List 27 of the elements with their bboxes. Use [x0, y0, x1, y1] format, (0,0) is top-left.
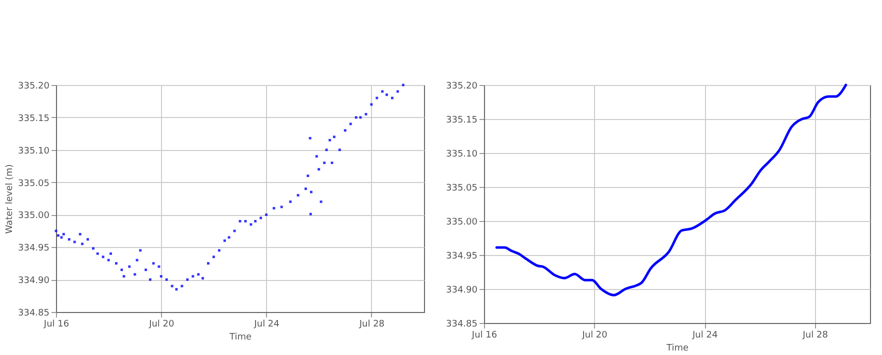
y-tick-label: 335.15 — [18, 114, 50, 124]
y-tick-label: 335.15 — [446, 116, 478, 126]
x-tick-label: Jul 16 — [42, 320, 70, 330]
x-tick-label: Jul 28 — [358, 320, 385, 330]
x-axis-title: Time — [228, 332, 252, 342]
y-tick-label: 335.00 — [18, 211, 50, 222]
y-tick-label: 335.00 — [446, 218, 478, 228]
x-tick-label: Jul 16 — [470, 330, 498, 340]
y-tick-label: 335.10 — [18, 146, 50, 156]
y-tick-label: 334.90 — [18, 276, 50, 286]
x-tick-label: Jul 24 — [253, 320, 280, 330]
x-tick-label: Jul 20 — [148, 320, 175, 330]
y-tick-label: 334.90 — [446, 286, 478, 296]
x-tick-label: Jul 24 — [691, 330, 718, 340]
x-tick-label: Jul 28 — [802, 330, 828, 340]
y-tick-label: 335.05 — [446, 184, 478, 194]
x-tick-label: Jul 20 — [581, 330, 608, 340]
y-tick-label: 335.10 — [446, 150, 478, 160]
y-tick-label: 334.85 — [18, 308, 50, 318]
y-tick-label: 334.85 — [446, 320, 478, 330]
y-tick-label: 334.95 — [18, 244, 50, 254]
y-axis-title: Water level (m) — [5, 164, 16, 234]
y-tick-label: 335.05 — [18, 178, 50, 189]
y-tick-label: 335.20 — [446, 82, 478, 92]
y-tick-label: 334.95 — [446, 252, 478, 262]
x-axis-title: Time — [665, 344, 689, 354]
y-tick-label: 335.20 — [18, 82, 50, 92]
